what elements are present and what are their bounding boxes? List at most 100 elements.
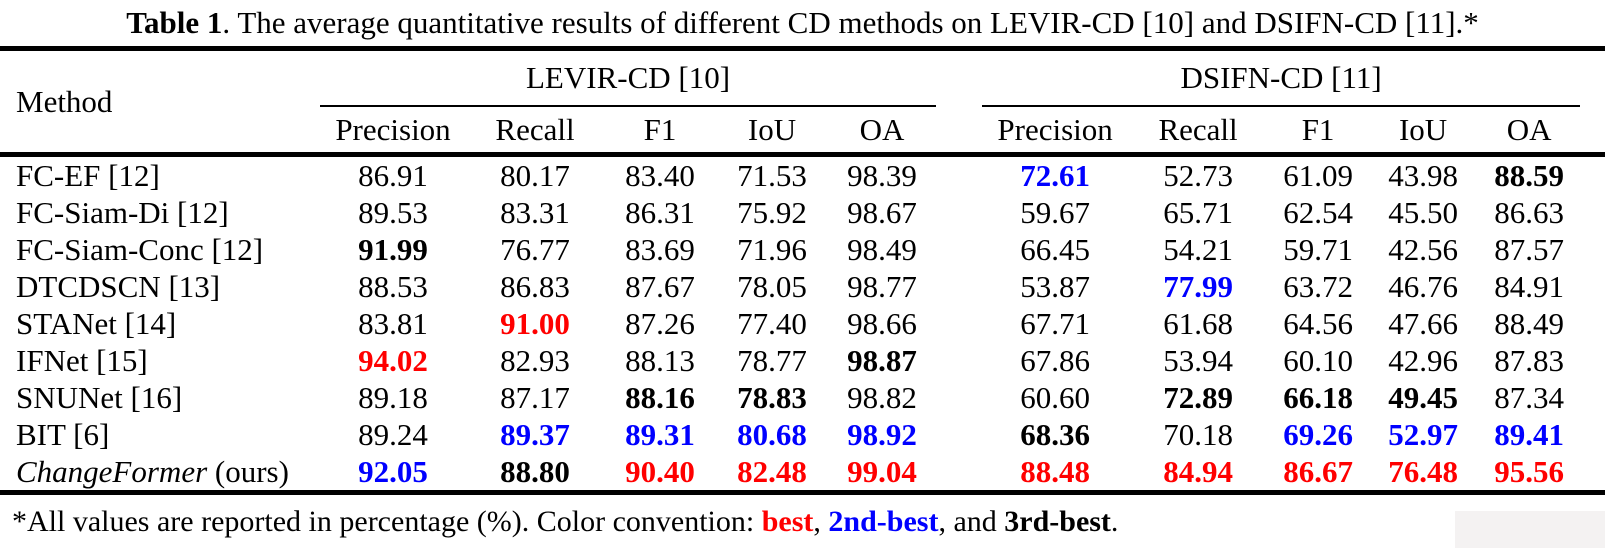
value-cell: 90.40 bbox=[625, 453, 695, 489]
value-cell: 83.81 bbox=[358, 305, 428, 341]
value-cell: 49.45 bbox=[1388, 379, 1458, 415]
right-gap bbox=[1580, 152, 1605, 194]
method-cell: FC-EF [12] bbox=[0, 152, 320, 194]
table-body: FC-EF [12] 86.91 80.17 83.40 71.53 98.39 72.61… bbox=[0, 152, 1605, 493]
value-cell: 83.69 bbox=[625, 231, 695, 267]
group-gap bbox=[936, 416, 982, 453]
col-header-levir-iou: IoU bbox=[747, 111, 797, 147]
table-row: STANet [14] 83.81 91.00 87.26 77.40 98.66 67.7… bbox=[0, 305, 1605, 342]
method-name-italic: ChangeFormer bbox=[16, 453, 208, 489]
value-cell: 98.66 bbox=[847, 305, 917, 341]
column-header-method: Method bbox=[16, 83, 113, 119]
value-cell: 88.48 bbox=[1020, 453, 1090, 489]
value-cell: 88.59 bbox=[1478, 152, 1581, 194]
metric-header-row: Precision Recall F1 IoU OA Precision Rec… bbox=[0, 106, 1605, 155]
value-cell: 59.67 bbox=[1020, 194, 1090, 230]
value-cell: 66.18 bbox=[1283, 379, 1353, 415]
col-header-dsifn-oa: OA bbox=[1506, 111, 1552, 147]
value-cell: 75.92 bbox=[737, 194, 807, 230]
value-cell: 98.77 bbox=[847, 268, 917, 304]
value-cell: 89.53 bbox=[358, 194, 428, 230]
group-gap bbox=[936, 305, 982, 342]
value-cell: 45.50 bbox=[1388, 194, 1458, 230]
table-footnote: *All values are reported in percentage (… bbox=[0, 495, 1605, 539]
value-cell: 82.48 bbox=[737, 453, 807, 489]
watermark-artifact bbox=[1455, 511, 1605, 548]
col-header-levir-oa: OA bbox=[859, 111, 905, 147]
value-cell: 83.40 bbox=[604, 152, 716, 194]
footnote-sep1: , bbox=[813, 505, 829, 538]
results-table: Method LEVIR-CD [10] DSIFN-CD [11] Preci… bbox=[0, 46, 1605, 495]
right-gap bbox=[1580, 49, 1605, 155]
footnote-best-label: best bbox=[761, 505, 814, 538]
footnote-text: *All values are reported in percentage (… bbox=[12, 505, 762, 538]
value-cell: 77.40 bbox=[737, 305, 807, 341]
value-cell: 92.05 bbox=[358, 453, 428, 489]
value-cell: 88.49 bbox=[1494, 305, 1564, 341]
method-cell: SNUNet [16] bbox=[16, 379, 183, 415]
footnote-2nd-best-label: 2nd-best bbox=[828, 505, 939, 538]
value-cell: 59.71 bbox=[1283, 231, 1353, 267]
value-cell: 60.60 bbox=[1020, 379, 1090, 415]
footnote-sep2: , and bbox=[938, 505, 1005, 538]
value-cell: 66.45 bbox=[1020, 231, 1090, 267]
table-row: IFNet [15] 94.02 82.93 88.13 78.77 98.87 67.86… bbox=[0, 342, 1605, 379]
value-cell: 47.66 bbox=[1388, 305, 1458, 341]
right-gap bbox=[1580, 416, 1605, 453]
method-cell: IFNet [15] bbox=[16, 342, 148, 378]
footnote-3rd-best-label: 3rd-best bbox=[1004, 505, 1111, 538]
value-cell: 62.54 bbox=[1283, 194, 1353, 230]
group-gap bbox=[936, 152, 983, 194]
col-header-dsifn-recall: Recall bbox=[1158, 111, 1238, 147]
right-gap bbox=[1580, 379, 1605, 416]
value-cell: 89.31 bbox=[625, 416, 695, 452]
value-cell: 46.76 bbox=[1388, 268, 1458, 304]
right-gap bbox=[1580, 231, 1605, 268]
value-cell: 88.53 bbox=[358, 268, 428, 304]
right-gap bbox=[1580, 453, 1605, 493]
value-cell: 89.18 bbox=[358, 379, 428, 415]
col-header-dsifn-precision: Precision bbox=[997, 111, 1113, 147]
value-cell: 76.77 bbox=[500, 231, 570, 267]
value-cell: 60.10 bbox=[1283, 342, 1353, 378]
value-cell: 71.53 bbox=[716, 152, 828, 194]
value-cell: 84.91 bbox=[1494, 268, 1564, 304]
value-cell: 98.49 bbox=[847, 231, 917, 267]
value-cell: 80.68 bbox=[737, 416, 807, 452]
value-cell: 43.98 bbox=[1368, 152, 1479, 194]
value-cell: 63.72 bbox=[1283, 268, 1353, 304]
group-gap bbox=[936, 49, 982, 155]
value-cell: 76.48 bbox=[1388, 453, 1458, 489]
col-header-levir-precision: Precision bbox=[335, 111, 451, 147]
col-header-dsifn-iou: IoU bbox=[1398, 111, 1448, 147]
value-cell: 61.09 bbox=[1268, 152, 1369, 194]
group-header-levir: LEVIR-CD [10] bbox=[320, 48, 937, 107]
value-cell: 42.56 bbox=[1388, 231, 1458, 267]
value-cell: 95.56 bbox=[1494, 453, 1564, 489]
table-row: SNUNet [16] 89.18 87.17 88.16 78.83 98.82 60.6… bbox=[0, 379, 1605, 416]
value-cell: 88.16 bbox=[625, 379, 695, 415]
method-cell: STANet [14] bbox=[16, 305, 177, 341]
right-gap bbox=[1580, 194, 1605, 231]
value-cell: 86.67 bbox=[1283, 453, 1353, 489]
value-cell: 87.67 bbox=[625, 268, 695, 304]
value-cell: 52.73 bbox=[1128, 152, 1269, 194]
value-cell: 67.71 bbox=[1020, 305, 1090, 341]
value-cell: 61.68 bbox=[1163, 305, 1233, 341]
value-cell: 84.94 bbox=[1163, 453, 1233, 489]
value-cell: 77.99 bbox=[1163, 268, 1233, 304]
value-cell: 98.67 bbox=[847, 194, 917, 230]
col-header-levir-f1: F1 bbox=[643, 111, 677, 147]
value-cell: 72.61 bbox=[982, 152, 1129, 194]
value-cell: 65.71 bbox=[1163, 194, 1233, 230]
value-cell: 87.57 bbox=[1494, 231, 1564, 267]
value-cell: 78.77 bbox=[737, 342, 807, 378]
value-cell: 78.05 bbox=[737, 268, 807, 304]
footnote-period: . bbox=[1110, 505, 1119, 538]
value-cell: 94.02 bbox=[358, 342, 428, 378]
value-cell: 53.94 bbox=[1163, 342, 1233, 378]
value-cell: 98.39 bbox=[828, 152, 937, 194]
table-row: DTCDSCN [13] 88.53 86.83 87.67 78.05 98.77 53.… bbox=[0, 268, 1605, 305]
value-cell: 88.13 bbox=[625, 342, 695, 378]
